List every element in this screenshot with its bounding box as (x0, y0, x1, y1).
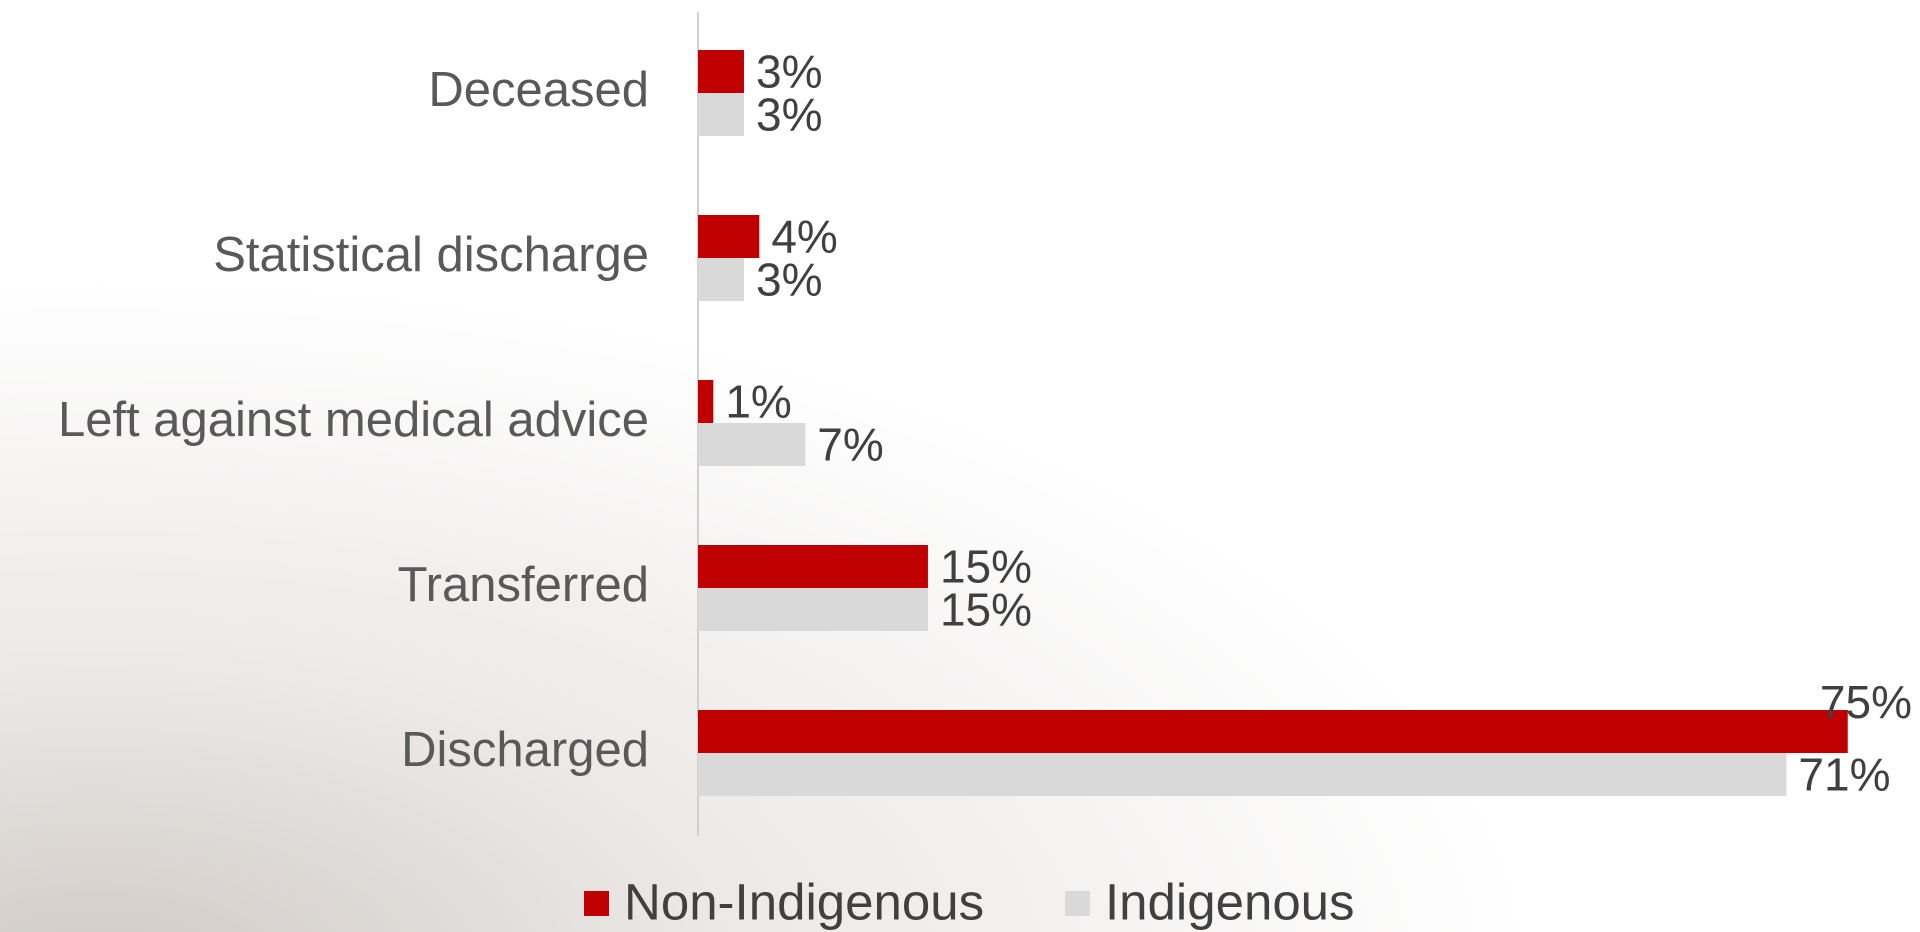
legend-label: Non-Indigenous (624, 873, 984, 930)
value-label: 4% (771, 211, 837, 263)
category-label: Statistical discharge (213, 228, 649, 282)
value-label: 1% (725, 376, 791, 428)
value-label: 15% (940, 541, 1032, 593)
bar (698, 588, 928, 631)
value-label: 3% (756, 46, 822, 98)
value-label: 71% (1798, 749, 1890, 801)
category-label: Left against medical advice (58, 393, 649, 447)
category-label: Discharged (401, 723, 649, 777)
bar (698, 545, 928, 588)
legend-swatch (1065, 891, 1090, 916)
value-label: 3% (756, 89, 822, 141)
bar (698, 93, 744, 136)
bar (698, 423, 806, 466)
value-label: 3% (756, 254, 822, 306)
value-label: 7% (817, 419, 883, 471)
bar (698, 215, 760, 258)
bar (698, 258, 744, 301)
category-label: Deceased (428, 63, 649, 117)
value-label: 75% (1820, 676, 1912, 728)
bar (698, 50, 744, 93)
legend-swatch (584, 891, 609, 916)
bar (698, 753, 1787, 796)
legend-label: Indigenous (1105, 873, 1355, 930)
value-label: 15% (940, 584, 1032, 636)
bar (698, 380, 714, 423)
category-label: Transferred (398, 558, 649, 612)
bar (698, 710, 1848, 753)
